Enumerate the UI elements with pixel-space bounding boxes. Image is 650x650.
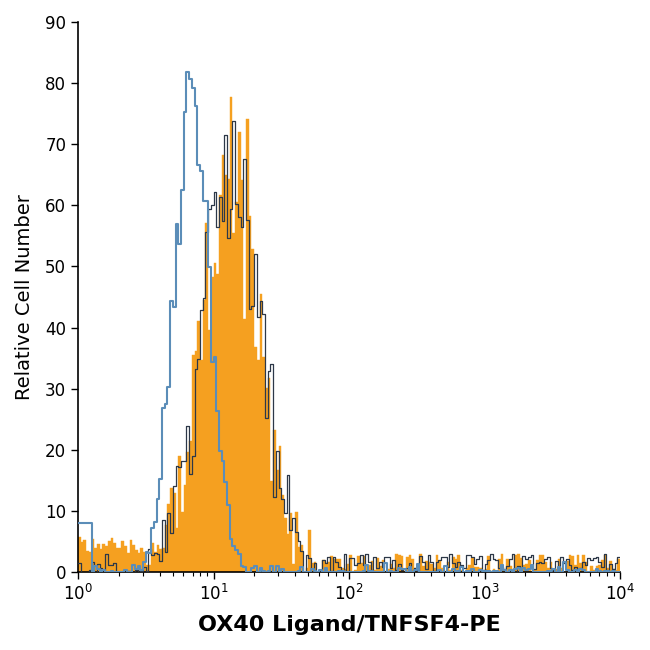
X-axis label: OX40 Ligand/TNFSF4-PE: OX40 Ligand/TNFSF4-PE: [198, 615, 500, 635]
Y-axis label: Relative Cell Number: Relative Cell Number: [15, 194, 34, 400]
